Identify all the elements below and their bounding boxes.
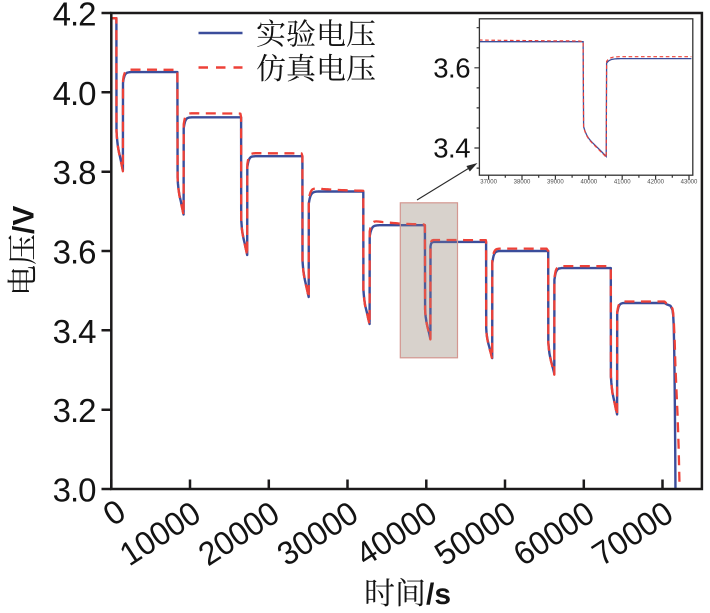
svg-text:41000: 41000 (614, 179, 631, 185)
svg-text:42000: 42000 (647, 179, 664, 185)
svg-text:/V: /V (8, 206, 41, 234)
svg-text:/s: /s (426, 578, 451, 611)
svg-text:3.2: 3.2 (53, 392, 96, 429)
svg-text:4.2: 4.2 (53, 0, 96, 33)
svg-text:4.0: 4.0 (53, 75, 97, 112)
svg-text:40000: 40000 (580, 179, 597, 185)
svg-text:3.4: 3.4 (433, 133, 470, 164)
svg-text:43000: 43000 (681, 179, 698, 185)
svg-text:3.6: 3.6 (53, 234, 96, 271)
svg-text:37000: 37000 (480, 179, 497, 185)
svg-text:39000: 39000 (547, 179, 564, 185)
svg-text:3.6: 3.6 (433, 52, 470, 83)
svg-text:3.8: 3.8 (53, 154, 96, 191)
svg-text:3.0: 3.0 (53, 472, 97, 509)
svg-text:38000: 38000 (514, 179, 531, 185)
svg-text:3.4: 3.4 (53, 313, 97, 350)
